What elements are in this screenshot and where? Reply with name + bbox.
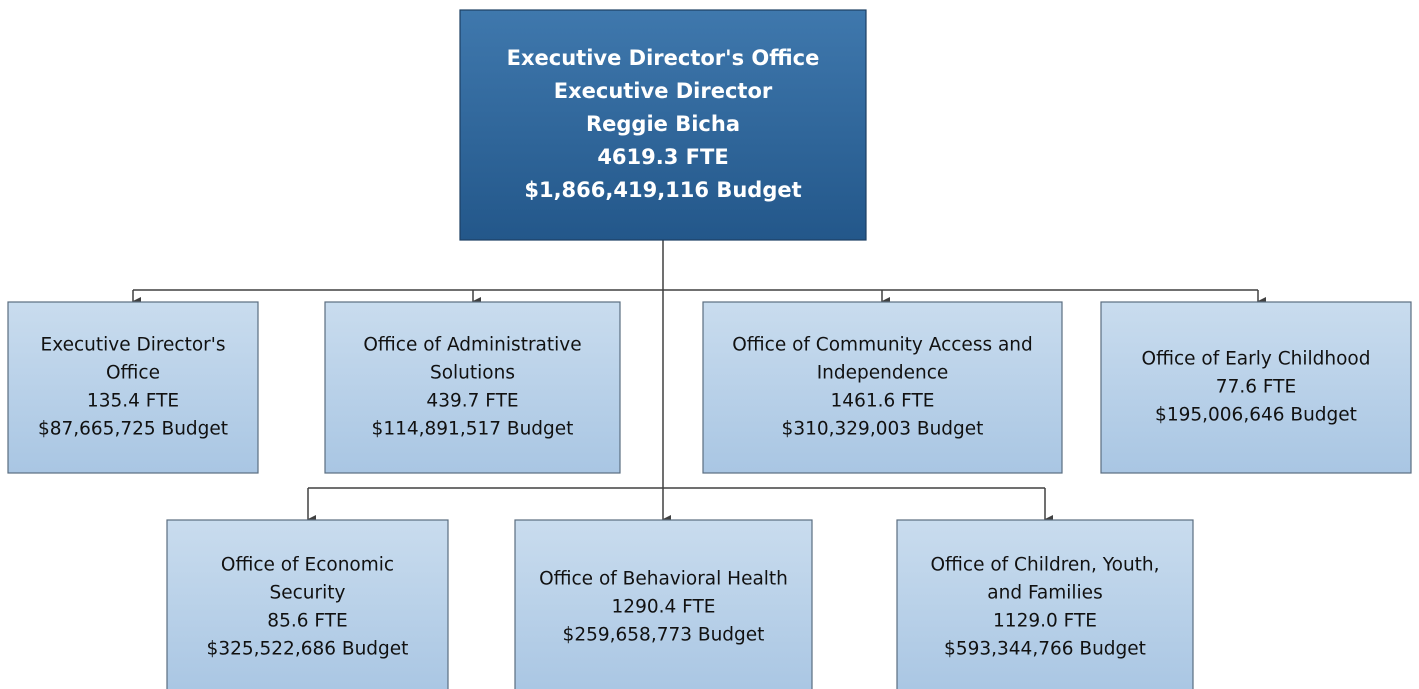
box-text: 439.7 FTE <box>426 391 518 412</box>
box-text: $87,665,725 Budget <box>38 419 228 440</box>
box-text: Office of Economic <box>221 555 394 576</box>
box-text: $593,344,766 Budget <box>944 639 1146 660</box>
org-box: Office of Early Childhood 77.6 FTE $195,00… <box>1100 301 1412 474</box>
box-text: Office of Behavioral Health <box>539 569 788 590</box>
box-shape <box>459 9 867 241</box>
box-shape <box>896 519 1194 689</box>
box-text: 1129.0 FTE <box>993 611 1097 632</box>
org-box: Office of Economic Security 85.6 FTE $325,5… <box>166 519 449 689</box>
box-shape <box>702 301 1063 474</box>
box-text: Executive Director <box>554 79 773 103</box>
box-text: Executive Director's <box>41 335 226 356</box>
box-text: $1,866,419,116 Budget <box>524 178 801 202</box>
box-text: $310,329,003 Budget <box>782 419 984 440</box>
org-box: Executive Director's Office Executive Dir… <box>459 9 867 241</box>
box-text: Executive Director's Office <box>507 46 820 70</box>
org-box: Office of Community Access and Independen… <box>702 301 1063 474</box>
org-box: Office of Behavioral Health 1290.4 FTE $25… <box>514 519 813 689</box>
box-text: $114,891,517 Budget <box>372 419 574 440</box>
box-text: 1461.6 FTE <box>831 391 935 412</box>
box-shape <box>7 301 259 474</box>
box-shape <box>166 519 449 689</box>
box-shape <box>514 519 813 689</box>
box-text: Security <box>270 583 346 604</box>
box-text: Solutions <box>430 363 515 384</box>
box-shape <box>324 301 621 474</box>
org-box: Office of Children, Youth, and Families 11… <box>896 519 1194 689</box>
org-box: Executive Director's Office 135.4 FTE $87,6… <box>7 301 259 474</box>
box-text: $259,658,773 Budget <box>563 625 765 646</box>
box-text: 135.4 FTE <box>87 391 179 412</box>
box-text: Office <box>106 363 160 384</box>
box-text: Office of Early Childhood <box>1142 349 1371 370</box>
connectors <box>131 240 1266 525</box>
org-box: Office of Administrative Solutions 439.7 F… <box>324 301 621 474</box>
box-shape <box>1100 301 1412 474</box>
box-text: Office of Administrative <box>363 335 581 356</box>
box-text: 4619.3 FTE <box>597 145 728 169</box>
box-text: and Families <box>987 583 1102 604</box>
box-text: $325,522,686 Budget <box>207 639 409 660</box>
box-text: Reggie Bicha <box>586 112 740 136</box>
box-text: Office of Community Access and <box>732 335 1033 356</box>
box-text: 85.6 FTE <box>267 611 347 632</box>
box-text: $195,006,646 Budget <box>1155 405 1357 426</box>
box-text: Office of Children, Youth, <box>930 555 1159 576</box>
box-text: 77.6 FTE <box>1216 377 1296 398</box>
box-text: Independence <box>817 363 949 384</box>
box-text: 1290.4 FTE <box>612 597 716 618</box>
